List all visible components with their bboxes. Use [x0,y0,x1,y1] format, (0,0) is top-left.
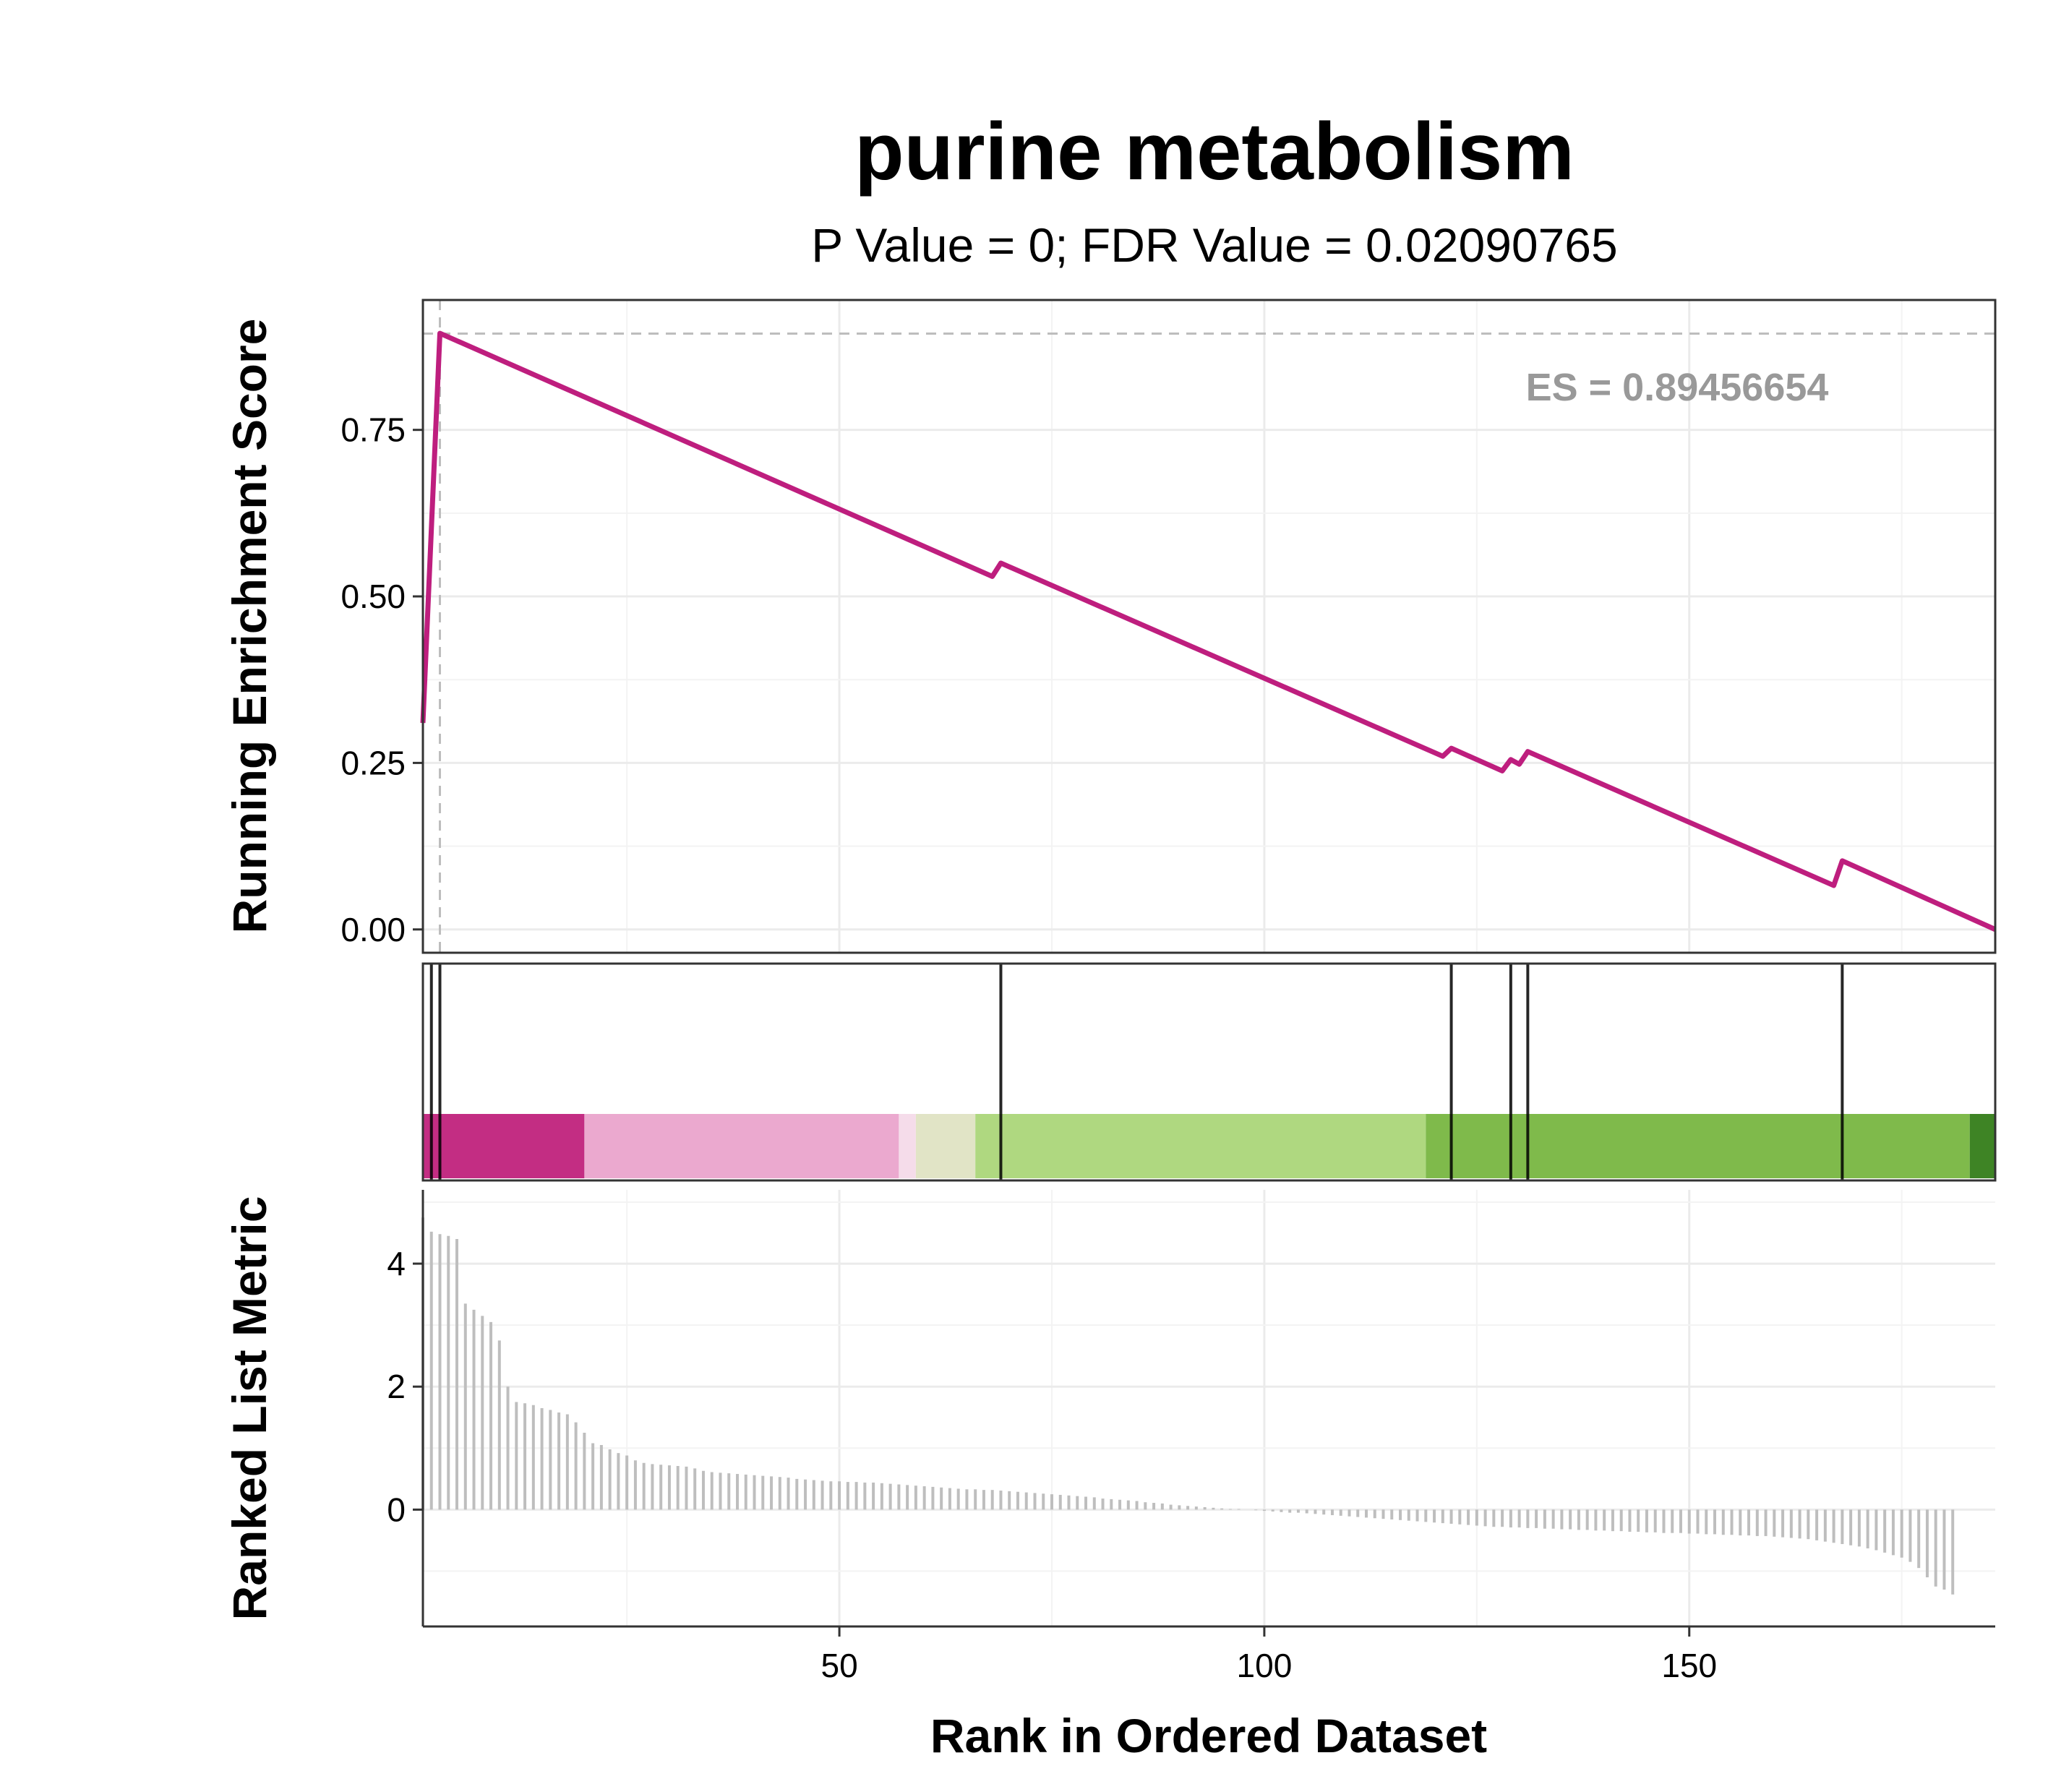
gene-hits-border [421,962,1997,1182]
running-es-grid [423,300,1995,953]
gene-hits-panel [421,962,1997,1182]
y-tick-label: 0 [387,1491,406,1528]
gene-hit-lines [429,964,1844,1180]
y-tick-label: 0.00 [340,911,406,948]
rank-color-bands [423,1114,1995,1178]
color-band [1969,1114,1995,1178]
running-es-y-ticks: 0.00 0.25 0.50 0.75 [340,411,423,948]
x-axis-title: Rank in Ordered Dataset [930,1709,1487,1762]
y-tick-label: 0.50 [340,578,406,615]
x-axis-ticks: 50 100 150 [821,1626,1717,1684]
ranked-metric-panel: 0 2 4 50 100 150 [387,1190,1995,1684]
color-band [975,1114,1426,1178]
es-reference-lines [423,300,1995,953]
running-es-panel: ES = 0.89456654 0.00 0.25 0.50 0.75 [340,299,1997,954]
color-band [584,1114,899,1178]
ranked-metric-y-ticks: 0 2 4 [387,1245,423,1528]
y-axis-title-running-es: Running Enrichment Score [223,319,276,934]
y-tick-label: 4 [387,1245,406,1282]
color-band [423,1114,585,1178]
y-tick-label: 0.25 [340,744,406,781]
color-band [899,1114,916,1178]
y-tick-label: 2 [387,1368,406,1405]
x-tick-label: 100 [1237,1647,1293,1684]
x-tick-label: 50 [821,1647,857,1684]
y-tick-label: 0.75 [340,411,406,449]
running-es-curve [420,330,1997,932]
color-band [1426,1114,1970,1178]
y-axis-title-ranked-metric: Ranked List Metric [223,1196,276,1621]
color-band [915,1114,976,1178]
running-es-border [421,299,1997,954]
es-annotation: ES = 0.89456654 [1526,366,1829,409]
chart-title: purine metabolism [854,106,1574,197]
x-tick-label: 150 [1661,1647,1717,1684]
ranked-metric-background [423,1190,1995,1626]
chart-subtitle: P Value = 0; FDR Value = 0.02090765 [811,218,1617,272]
